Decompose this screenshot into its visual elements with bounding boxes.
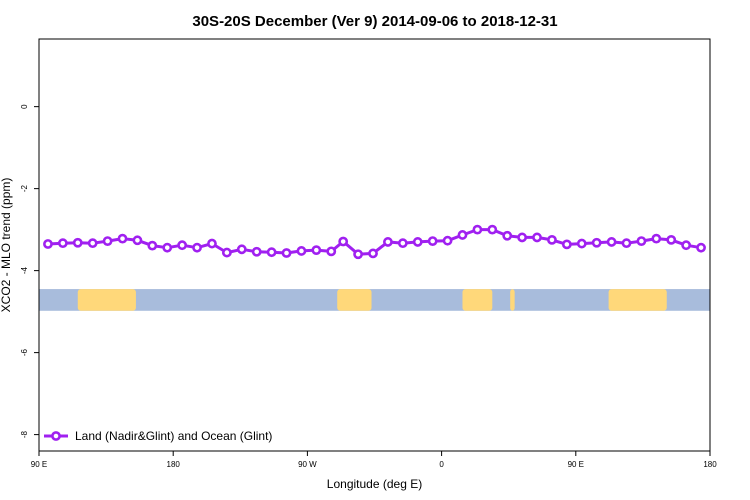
data-point	[591, 237, 602, 248]
y-axis: 0 -2 -4 -6 -8	[20, 104, 39, 438]
data-point	[606, 237, 617, 247]
x-tick-label: 90 E	[568, 460, 584, 469]
data-point	[636, 236, 647, 247]
data-point	[353, 249, 363, 260]
data-point	[412, 237, 423, 247]
data-point	[457, 230, 468, 240]
data-point	[311, 245, 322, 256]
data-point	[72, 237, 83, 248]
data-point	[87, 238, 98, 249]
land-ocean-mask	[39, 289, 710, 311]
legend-marker-swatch	[51, 431, 61, 441]
data-point	[502, 230, 513, 241]
y-axis-label: XCO2 - MLO trend (ppm)	[0, 178, 13, 313]
plot-frame	[38, 38, 711, 452]
data-point	[383, 237, 393, 247]
data-point	[326, 246, 337, 257]
y-tick-label: -2	[20, 184, 29, 192]
series-layer	[43, 224, 706, 260]
data-point	[221, 247, 232, 258]
land-region	[337, 289, 372, 311]
land-region	[510, 289, 515, 311]
data-point	[102, 236, 113, 247]
data-point	[281, 248, 292, 258]
data-point	[207, 238, 217, 249]
data-point	[43, 239, 53, 249]
y-tick-label: -6	[20, 348, 29, 356]
x-tick-label: 0	[439, 460, 444, 469]
data-point	[296, 246, 307, 256]
data-point	[651, 233, 662, 244]
data-point	[147, 240, 158, 251]
y-tick-label: 0	[20, 104, 29, 109]
data-point	[162, 242, 173, 253]
ocean-band	[39, 289, 710, 311]
land-region	[608, 289, 667, 311]
y-tick-label: -4	[20, 266, 29, 274]
x-tick-label: 180	[167, 460, 181, 469]
data-point	[696, 242, 706, 253]
data-point	[487, 224, 498, 235]
data-point	[561, 239, 572, 250]
data-point	[192, 242, 202, 253]
data-point	[132, 235, 143, 246]
data-point	[236, 244, 247, 255]
data-point	[397, 238, 408, 249]
data-point	[621, 238, 632, 249]
data-point	[547, 234, 557, 245]
data-point	[338, 236, 349, 247]
data-point	[532, 232, 542, 243]
x-tick-label: 180	[703, 460, 717, 469]
land-region	[77, 289, 136, 311]
data-point	[442, 235, 453, 246]
data-point	[266, 247, 277, 258]
x-tick-label: 90 E	[31, 460, 47, 469]
y-tick-label: -8	[20, 430, 29, 438]
data-point	[681, 240, 692, 251]
data-point	[427, 236, 438, 247]
data-point	[472, 224, 483, 235]
data-point	[368, 248, 378, 259]
data-point	[251, 246, 262, 257]
land-region	[462, 289, 493, 311]
x-axis: 90 E 180 90 W 0 90 E 180	[31, 451, 717, 469]
chart-title: 30S-20S December (Ver 9) 2014-09-06 to 2…	[192, 13, 557, 30]
x-axis-label: Longitude (deg E)	[327, 477, 422, 491]
x-tick-label: 90 W	[298, 460, 317, 469]
data-point	[57, 238, 68, 249]
legend-series-label: Land (Nadir&Glint) and Ocean (Glint)	[75, 429, 272, 443]
data-point	[666, 234, 677, 245]
data-point	[576, 238, 587, 249]
data-point	[117, 233, 128, 244]
legend: Land (Nadir&Glint) and Ocean (Glint)	[44, 429, 272, 443]
data-point	[517, 232, 528, 243]
data-point	[177, 240, 188, 251]
